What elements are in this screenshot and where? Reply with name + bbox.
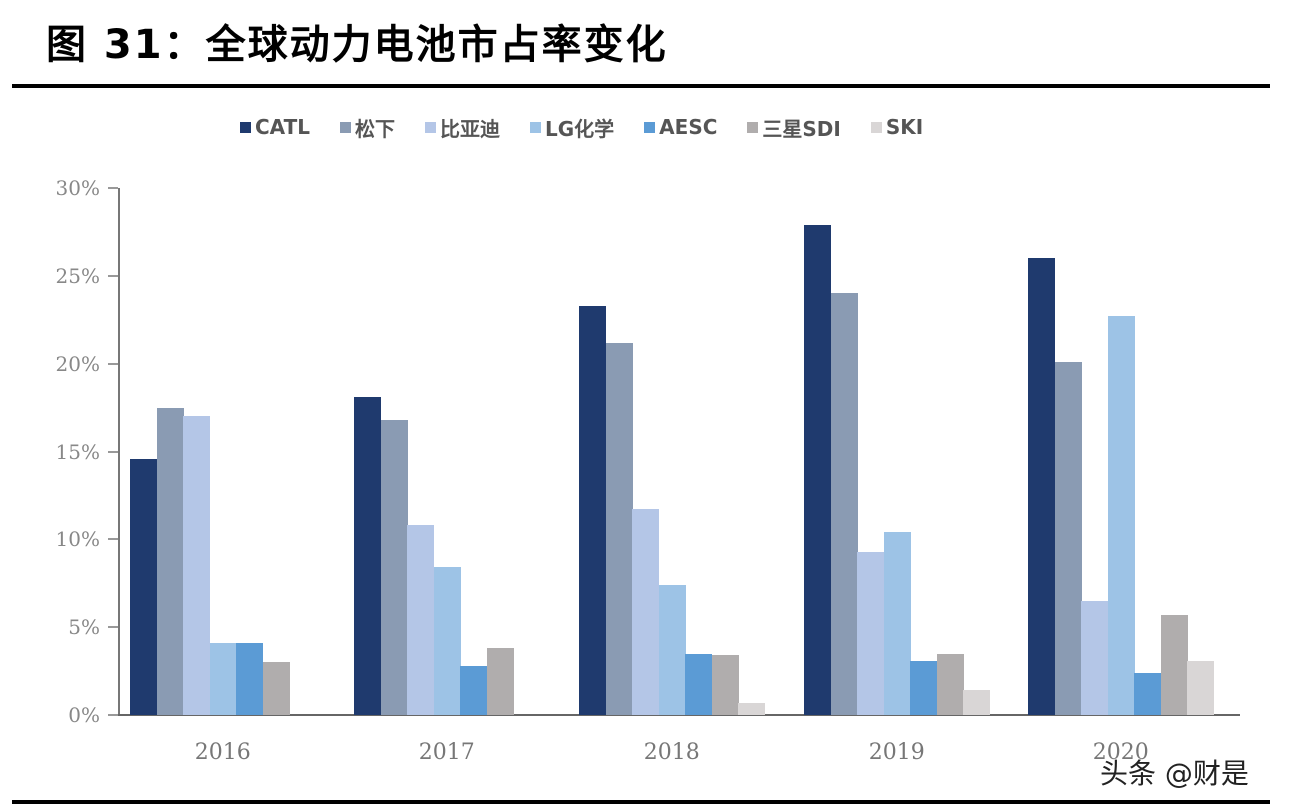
plot-area: 0% 5% 10% 15% 20% 25% 30% 2016 2017 2018 2019 2020: [56, 176, 1240, 765]
legend-label: AESC: [659, 115, 718, 139]
chart-title: 图 31：全球动力电池市占率变化: [46, 22, 668, 68]
bar-2018-4: [685, 653, 712, 715]
y-tick-label: 15%: [55, 439, 100, 464]
legend-label: 松下: [355, 116, 395, 141]
legend-swatch-icon: [340, 121, 351, 133]
bar-2017-0: [354, 397, 381, 715]
legend-swatch-icon: [530, 121, 541, 133]
bar-2017-2: [407, 525, 434, 715]
legend-item: 三星SDI: [747, 113, 841, 142]
bar-2018-6: [738, 702, 765, 715]
y-tick: [108, 450, 118, 453]
x-tick-label: 2019: [868, 740, 925, 765]
y-tick: [108, 362, 118, 365]
bar-2017-4: [460, 665, 487, 715]
y-axis: [118, 188, 120, 716]
x-tick-label: 2018: [643, 740, 700, 765]
x-axis: [118, 714, 1240, 716]
bar-2016-3: [209, 642, 237, 715]
bar-2016-5: [262, 662, 290, 715]
bar-2020-4: [1134, 672, 1161, 715]
bar-2019-3: [883, 532, 911, 715]
bar-2019-1: [830, 293, 858, 715]
legend-swatch-icon: [425, 121, 436, 133]
bar-2019-4: [910, 660, 937, 715]
y-tick: [108, 187, 118, 189]
bar-2018-2: [632, 509, 659, 715]
bar-2020-5: [1160, 614, 1188, 715]
legend-item: AESC: [644, 115, 717, 139]
bar-2018-0: [579, 305, 606, 715]
bar-2016-2: [183, 416, 210, 715]
legend-item: CATL: [240, 115, 310, 139]
bar-2018-5: [711, 655, 739, 715]
bar-2016-4: [236, 642, 263, 715]
y-tick-label: 5%: [68, 615, 100, 640]
bottom-divider: [12, 800, 1270, 804]
chart-legend: CATL 松下 比亚迪 LG化学 AESC 三星SDI SKI: [240, 112, 923, 142]
legend-item: 松下: [340, 113, 395, 142]
legend-swatch-icon: [644, 121, 656, 133]
bar-2019-6: [963, 690, 990, 715]
x-tick-label: 2017: [418, 740, 475, 765]
bar-2018-1: [605, 342, 633, 715]
y-tick-label: 20%: [55, 351, 100, 376]
top-divider: [12, 84, 1270, 88]
bar-2017-3: [433, 567, 461, 715]
bar-2020-6: [1187, 660, 1214, 715]
legend-label: 比亚迪: [440, 116, 500, 141]
legend-label: 三星SDI: [762, 116, 841, 141]
x-tick-label: 2020: [1092, 740, 1149, 765]
y-tick: [108, 626, 118, 629]
legend-label: SKI: [885, 115, 924, 139]
bar-2019-0: [804, 224, 831, 715]
legend-label: CATL: [255, 115, 310, 139]
y-tick-label: 0%: [68, 703, 100, 727]
bar-2019-5: [936, 653, 964, 715]
x-tick-label: 2016: [194, 740, 251, 765]
legend-swatch-icon: [870, 121, 882, 133]
legend-item: LG化学: [530, 113, 614, 142]
bar-2017-5: [486, 648, 514, 715]
y-tick-label: 30%: [55, 176, 100, 200]
y-tick: [108, 274, 118, 277]
bar-2020-1: [1054, 361, 1082, 715]
bar-2018-3: [658, 585, 686, 715]
legend-swatch-icon: [240, 121, 251, 133]
y-tick-label: 10%: [55, 527, 100, 552]
bar-2019-2: [857, 551, 884, 715]
y-tick: [108, 714, 118, 716]
legend-swatch-icon: [747, 121, 759, 133]
bar-2016-1: [156, 407, 184, 715]
legend-label: LG化学: [545, 116, 615, 141]
watermark: 头条 @财是: [1100, 757, 1249, 790]
y-tick: [108, 538, 118, 541]
bar-2016-0: [130, 458, 157, 715]
y-tick-label: 25%: [55, 263, 100, 288]
bar-2020-0: [1028, 258, 1055, 715]
bar-2020-3: [1107, 316, 1135, 715]
bar-2017-1: [380, 419, 408, 715]
legend-item: SKI: [870, 115, 924, 139]
bar-2020-2: [1081, 600, 1108, 715]
legend-item: 比亚迪: [425, 113, 500, 142]
